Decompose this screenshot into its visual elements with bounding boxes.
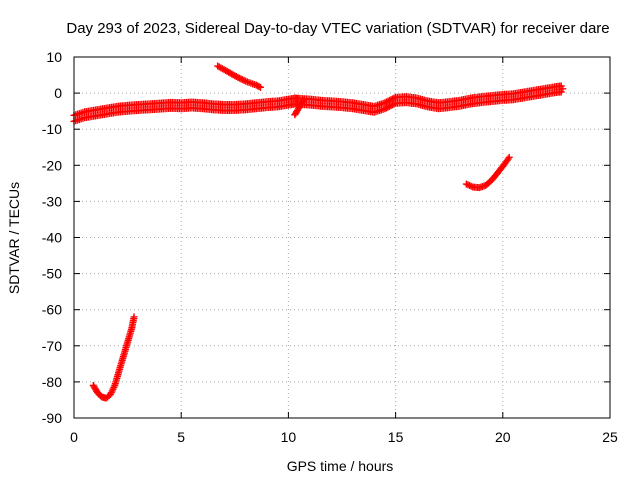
data-point xyxy=(238,76,246,84)
data-point xyxy=(387,96,395,104)
series-arc-3 xyxy=(291,96,307,119)
data-point xyxy=(231,72,239,80)
y-tick-label: -80 xyxy=(42,374,62,390)
x-tick-label: 15 xyxy=(388,429,404,445)
data-point xyxy=(390,100,398,108)
data-point xyxy=(299,98,307,106)
data-point xyxy=(257,83,265,91)
x-tick-label: 25 xyxy=(602,429,618,445)
data-point xyxy=(385,96,393,104)
data-point xyxy=(464,181,472,189)
y-tick-label: -30 xyxy=(42,193,62,209)
series-arc-2 xyxy=(214,62,265,91)
data-point xyxy=(382,104,390,112)
data-point xyxy=(385,102,393,110)
series-main-band xyxy=(70,82,567,125)
data-point xyxy=(240,76,248,84)
data-point xyxy=(504,155,512,163)
data-point xyxy=(467,182,475,190)
series-arc-1 xyxy=(89,313,138,402)
y-tick-label: 0 xyxy=(54,85,62,101)
y-axis-label: SDTVAR / TECUs xyxy=(6,182,22,294)
data-point xyxy=(389,101,397,109)
data-point xyxy=(381,99,389,107)
data-points xyxy=(70,62,567,402)
x-tick-label: 5 xyxy=(177,429,185,445)
x-axis-label: GPS time / hours xyxy=(287,458,394,474)
data-point xyxy=(130,313,138,321)
data-point xyxy=(255,83,263,91)
y-tick-label: -10 xyxy=(42,121,62,137)
data-point xyxy=(389,95,397,103)
y-tick-label: -70 xyxy=(42,338,62,354)
x-tick-label: 20 xyxy=(495,429,511,445)
data-point xyxy=(505,153,513,161)
data-point xyxy=(384,103,392,111)
data-point xyxy=(462,180,470,188)
data-point xyxy=(384,97,392,105)
y-tick-label: -20 xyxy=(42,157,62,173)
data-point xyxy=(234,73,242,81)
x-tick-label: 0 xyxy=(70,429,78,445)
x-tick-label: 10 xyxy=(281,429,297,445)
data-point xyxy=(390,94,398,102)
y-tick-label: -50 xyxy=(42,266,62,282)
chart-title: Day 293 of 2023, Sidereal Day-to-day VTE… xyxy=(66,20,609,37)
data-point xyxy=(382,98,390,106)
data-point xyxy=(235,74,243,82)
data-point xyxy=(387,102,395,110)
data-point xyxy=(299,96,307,104)
data-point xyxy=(232,73,240,81)
y-tick-label: -90 xyxy=(42,410,62,426)
data-point xyxy=(237,75,245,83)
y-tick-label: -40 xyxy=(42,230,62,246)
axis-ticks: 0 5 10 15 20 25 10 0 -10 -20 -30 -40 -50 -60 -70 -80 -90 xyxy=(42,49,618,445)
data-point xyxy=(466,182,474,190)
y-tick-label: 10 xyxy=(46,49,62,65)
y-tick-label: -60 xyxy=(42,302,62,318)
grid-lines xyxy=(74,57,610,418)
data-point xyxy=(381,105,389,113)
data-point xyxy=(559,85,567,93)
data-point xyxy=(557,88,565,96)
series-arc-4 xyxy=(462,153,513,192)
